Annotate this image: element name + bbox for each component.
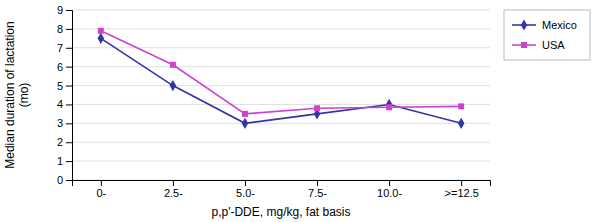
y-axis: 0 1 2 3 4 5 6 7 8 9	[57, 4, 73, 186]
x-tick-mark	[389, 180, 390, 186]
marker	[98, 33, 104, 44]
grid-line	[72, 161, 490, 162]
grid	[72, 10, 490, 180]
legend-marker	[521, 42, 527, 48]
y-tick-label: 0	[57, 174, 63, 186]
series	[98, 28, 464, 117]
series-line	[101, 31, 461, 114]
y-axis-title: Median duration of lactation(mo)	[3, 21, 31, 168]
grid-line	[72, 123, 490, 124]
x-tick-label: 5.0-	[236, 187, 255, 199]
y-tick-mark	[66, 86, 72, 87]
y-tick: 6	[57, 61, 72, 73]
y-tick-mark	[66, 10, 72, 11]
grid-line	[72, 28, 490, 29]
x-tick-label: 0-	[96, 187, 106, 199]
legend: Mexico USA	[504, 10, 590, 60]
y-tick-mark	[66, 67, 72, 68]
marker	[386, 99, 392, 110]
data-area	[98, 28, 465, 129]
y-tick-label: 2	[57, 136, 63, 148]
x-tick: 2.5-	[164, 180, 183, 199]
legend-marker	[521, 19, 527, 30]
y-tick-label: 4	[57, 98, 63, 110]
legend-item: Mexico	[512, 19, 577, 31]
y-tick: 2	[57, 136, 72, 148]
y-tick-label: 5	[57, 80, 63, 92]
y-axis-title-line: Median duration of lactation	[3, 21, 17, 168]
y-tick-label: 7	[57, 42, 63, 54]
y-tick-mark	[66, 48, 72, 49]
x-tick-label: >=12.5	[445, 187, 479, 199]
marker	[386, 104, 392, 110]
x-tick: 5.0-	[236, 180, 255, 199]
y-tick: 3	[57, 117, 72, 129]
legend-item: USA	[512, 39, 565, 51]
y-tick-label: 9	[57, 4, 63, 16]
x-tick-mark	[173, 180, 174, 186]
x-tick-mark	[245, 180, 246, 186]
y-tick-label: 1	[57, 155, 63, 167]
y-tick-mark	[66, 123, 72, 124]
y-tick: 1	[57, 155, 72, 167]
chart: 0- 2.5- 5.0- 7.5- 10.0- >=12.5 0 1 2 3 4 5 6 7 8 9 p,p'-…	[0, 0, 600, 222]
grid-line	[72, 85, 490, 86]
marker	[242, 111, 248, 117]
grid-line	[72, 104, 490, 105]
legend-label: Mexico	[542, 19, 577, 31]
marker	[170, 80, 176, 91]
series	[98, 33, 465, 129]
y-tick: 0	[57, 174, 72, 186]
y-axis-title-line: (mo)	[17, 83, 31, 108]
marker	[458, 103, 464, 109]
grid-line	[72, 66, 490, 67]
x-tick-mark	[317, 180, 318, 186]
y-tick-label: 3	[57, 117, 63, 129]
y-tick: 8	[57, 23, 72, 35]
y-tick-label: 6	[57, 61, 63, 73]
y-tick-mark	[66, 180, 72, 181]
x-tick: >=12.5	[445, 180, 479, 199]
x-axis-line	[73, 181, 491, 187]
y-tick-mark	[66, 161, 72, 162]
x-tick-label: 10.0-	[377, 187, 402, 199]
y-tick-label: 8	[57, 23, 63, 35]
x-axis: 0- 2.5- 5.0- 7.5- 10.0- >=12.5	[73, 180, 491, 199]
marker	[170, 62, 176, 68]
y-tick: 9	[57, 4, 72, 16]
grid-line	[72, 142, 490, 143]
grid-line	[72, 10, 490, 11]
plot: 0- 2.5- 5.0- 7.5- 10.0- >=12.5 0 1 2 3 4 5 6 7 8 9 p,p'-…	[3, 4, 590, 219]
y-axis-line	[66, 11, 73, 181]
y-tick: 5	[57, 80, 72, 92]
y-tick-mark	[66, 104, 72, 105]
x-axis-title: p,p'-DDE, mg/kg, fat basis	[211, 205, 350, 219]
x-tick-mark	[461, 180, 462, 186]
x-tick-mark	[101, 180, 102, 186]
x-tick-label: 2.5-	[164, 187, 183, 199]
y-tick-mark	[66, 29, 72, 30]
legend-label: USA	[542, 39, 565, 51]
y-tick: 7	[57, 42, 72, 54]
x-tick: 10.0-	[377, 180, 402, 199]
marker	[458, 118, 464, 129]
marker	[242, 118, 248, 129]
marker	[314, 105, 320, 111]
legend-frame	[504, 10, 590, 60]
marker	[98, 28, 104, 34]
y-tick: 4	[57, 98, 72, 110]
x-tick: 0-	[96, 180, 106, 199]
x-tick-label: 7.5-	[308, 187, 327, 199]
y-tick-mark	[66, 142, 72, 143]
x-tick: 7.5-	[308, 180, 327, 199]
